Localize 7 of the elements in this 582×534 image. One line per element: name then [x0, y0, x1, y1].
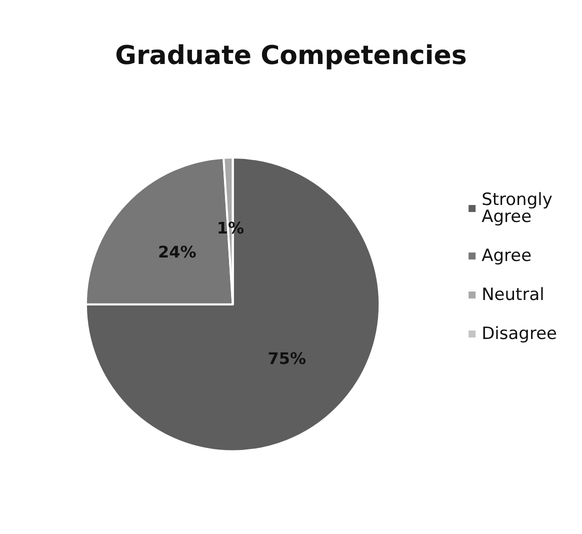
chart-title: Graduate Competencies	[115, 41, 467, 71]
legend-label: Strongly Agree	[482, 190, 552, 227]
legend-label: Agree	[482, 246, 532, 266]
legend-label: Disagree	[482, 324, 558, 344]
data-label: 24%	[158, 242, 196, 262]
legend-label: Neutral	[482, 285, 544, 305]
data-label: 75%	[268, 348, 306, 368]
